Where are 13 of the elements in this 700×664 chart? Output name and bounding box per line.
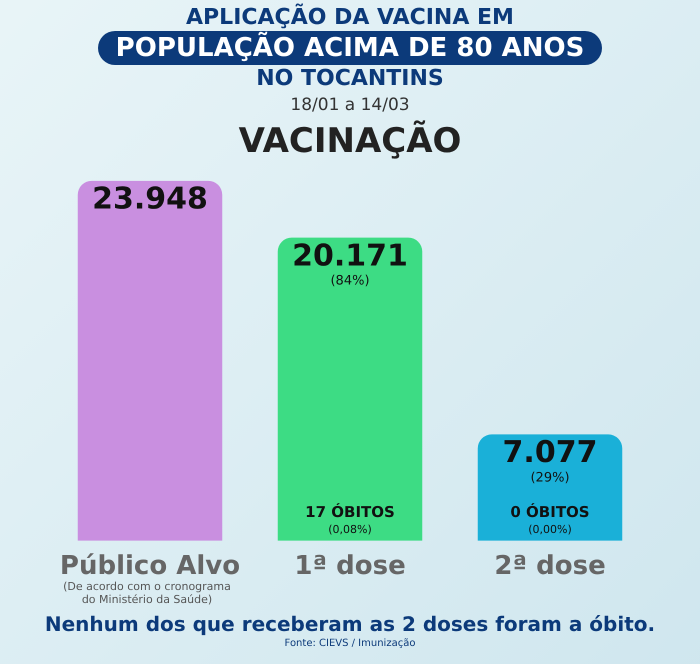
chart-title: APLICAÇÃO DA VACINA EM POPULAÇÃO ACIMA DE 80 ANOS NO TOCANTINS 18/01 a 14/03 xyxy=(114,4,586,117)
annotation: 17 ÓBITOS (0,08%) xyxy=(305,503,395,536)
text: (De acordo com o cronograma do Ministério da Saúde) xyxy=(62,580,232,606)
text: Nenhum dos que receberam as 2 doses foram a óbito. xyxy=(44,612,656,636)
x-tick-label: 2ª dose xyxy=(494,551,606,582)
data-label: 20.171 (84%) xyxy=(292,238,408,288)
data-label: 23.948 xyxy=(92,182,208,217)
annotation: 0 ÓBITOS (0,00%) xyxy=(510,503,590,536)
source-note: Fonte: CIEVS / Imunização xyxy=(284,638,416,649)
chart-subtitle: VACINAÇÃO xyxy=(238,121,462,161)
x-tick-label: Público Alvo xyxy=(60,551,240,582)
x-tick-label: 1ª dose xyxy=(294,551,406,582)
data-label: 7.077 (29%) xyxy=(502,435,598,486)
